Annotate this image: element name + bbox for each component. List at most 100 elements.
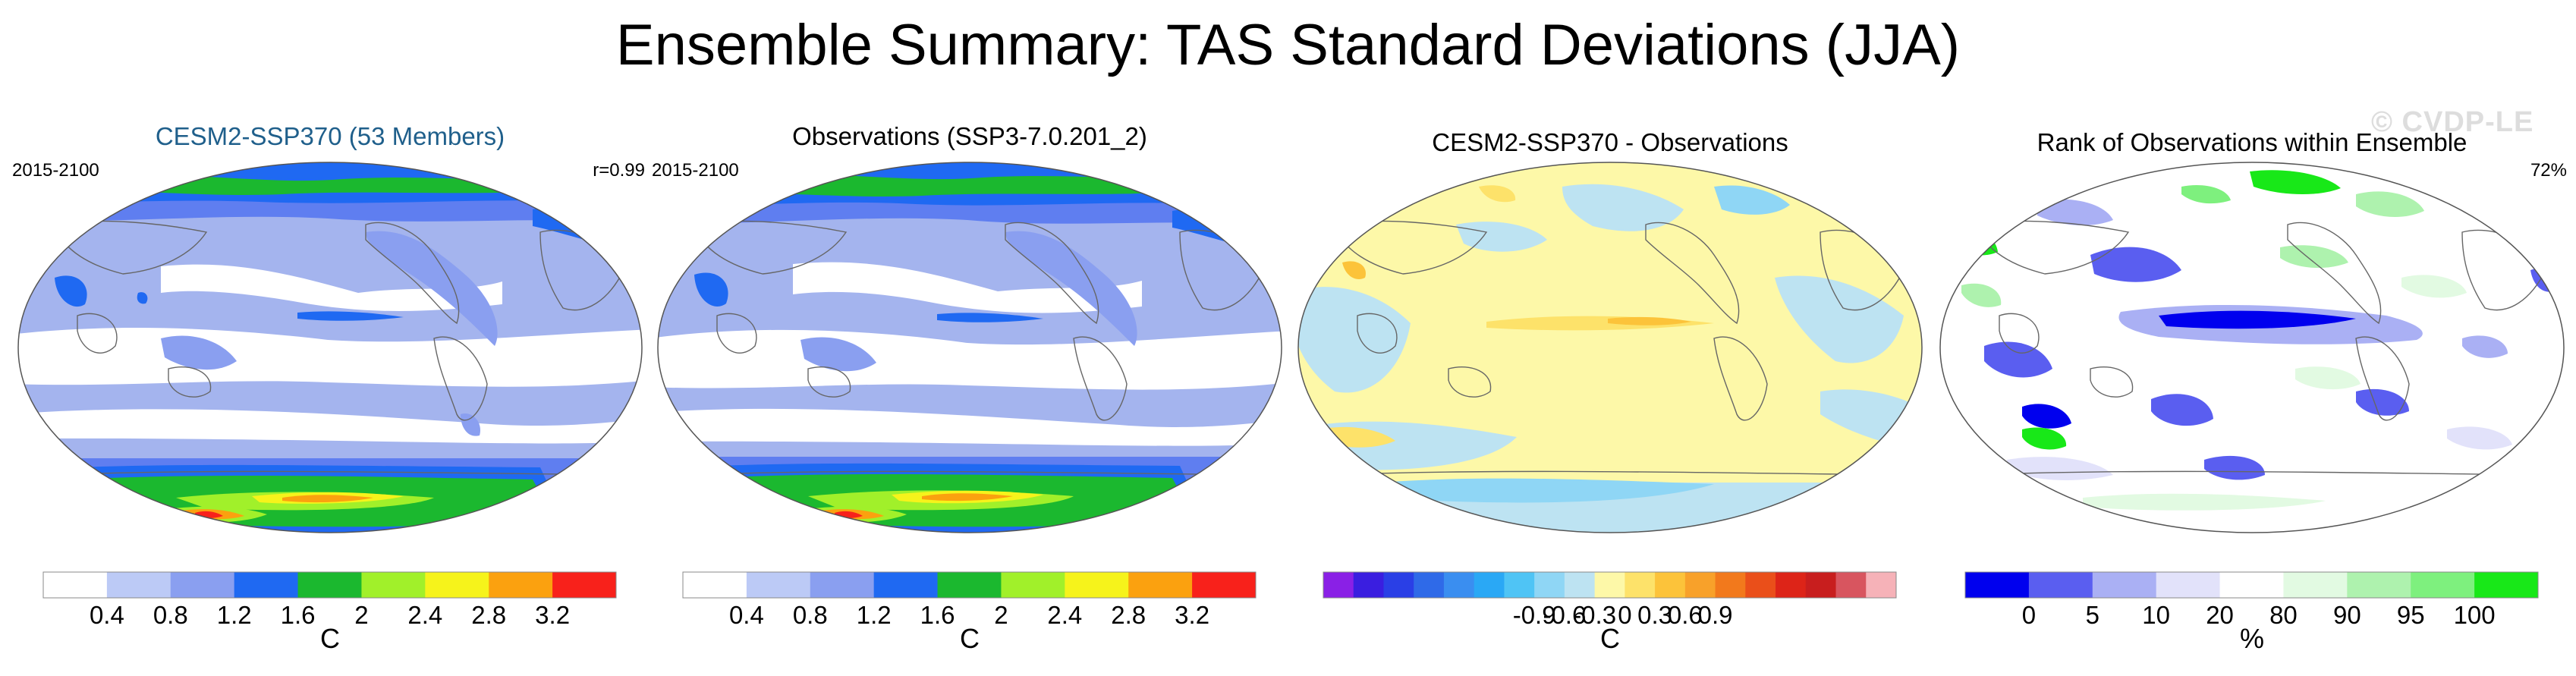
colorbar-swatch [1715, 572, 1746, 598]
colorbar-tick-label: 0.8 [793, 601, 828, 629]
colorbar-frame [1323, 571, 1897, 599]
colorbar-swatch [937, 572, 1002, 598]
colorbar-swatch [1745, 572, 1776, 598]
colorbar-units: C [320, 623, 340, 654]
colorbar-tick-label: 3.2 [535, 601, 570, 629]
colorbar-tick-label: 100 [2454, 601, 2496, 629]
colorbar-swatch [2411, 572, 2475, 598]
panel-title: CESM2-SSP370 - Observations [1432, 128, 1788, 156]
colorbar-tick-label: 2 [994, 601, 1008, 629]
colorbar-tick-label: -0.6 [1543, 601, 1586, 629]
colorbar: 0 5 10 20 80 90 95 100 [1964, 571, 2539, 629]
colorbar-swatch [1504, 572, 1535, 598]
colorbar: 0.4 0.8 1.2 1.6 2 2.4 2.8 3.2 [682, 571, 1257, 629]
colorbar-tick-label: 2.8 [471, 601, 506, 629]
figure-title: Ensemble Summary: TAS Standard Deviation… [615, 13, 1961, 77]
colorbar-frame [682, 571, 1257, 599]
colorbar-tick-label: -0.3 [1573, 601, 1616, 629]
colorbar-swatch [1065, 572, 1129, 598]
colorbar: 0.4 0.8 1.2 1.6 2 2.4 2.8 3.2 [42, 571, 617, 629]
watermark: © CVDP-LE [2371, 106, 2534, 138]
sd-map-cesm2 [17, 162, 643, 533]
colorbar-swatch [1965, 572, 2030, 598]
sd-map-observations [657, 162, 1282, 533]
colorbar-swatch [170, 572, 235, 598]
colorbar-tick-label: 3.2 [1175, 601, 1209, 629]
colorbar-swatch [2156, 572, 2221, 598]
colorbar-swatch [234, 572, 299, 598]
colorbar-swatch [489, 572, 553, 598]
colorbar-swatch [2092, 572, 2157, 598]
correlation-label: r=0.99 [593, 160, 645, 181]
panel-cesm2-ensemble: CESM2-SSP370 (53 Members) 2015-2100 r=0.… [9, 114, 651, 675]
colorbar-swatch [297, 572, 362, 598]
colorbar-swatch [2283, 572, 2348, 598]
colorbar-swatch [1474, 572, 1505, 598]
colorbar-swatch [1534, 572, 1565, 598]
colorbar-units: C [960, 623, 980, 654]
colorbar-tick-label: 90 [2333, 601, 2361, 629]
colorbar-tick-label: 1.6 [920, 601, 955, 629]
colorbar-swatch [1128, 572, 1193, 598]
colorbar-tick-label: 0.6 [1668, 601, 1703, 629]
colorbar-frame [1964, 571, 2539, 599]
colorbar-tick-label: 1.6 [281, 601, 316, 629]
colorbar-swatch [1353, 572, 1384, 598]
difference-map [1297, 162, 1923, 533]
colorbar-frame [42, 571, 617, 599]
colorbar-swatch [810, 572, 875, 598]
colorbar-swatch [683, 572, 747, 598]
coastlines [1334, 220, 1904, 476]
colorbar-swatch [361, 572, 426, 598]
colorbar-swatch [1564, 572, 1596, 598]
colorbar-tick-label: 95 [2397, 601, 2425, 629]
colorbar-swatch [1866, 572, 1897, 598]
colorbar-swatch [1835, 572, 1867, 598]
colorbar-swatch [552, 572, 617, 598]
colorbar-tick-label: 2 [354, 601, 368, 629]
colorbar-tick-label: 1.2 [217, 601, 252, 629]
coastlines [54, 220, 624, 476]
colorbar-swatch [1192, 572, 1257, 598]
colorbar-tick-label: -0.9 [1513, 601, 1556, 629]
colorbar-swatch [106, 572, 171, 598]
colorbar-units: C [1600, 623, 1620, 654]
colorbar: -0.9-0.6-0.3 0 0.30.60.9 [1323, 571, 1897, 629]
panel-rank: Rank of Observations within Ensemble 72% [1931, 114, 2573, 675]
colorbar-tick-label: 0 [2022, 601, 2036, 629]
colorbar-swatch [1001, 572, 1065, 598]
colorbar-swatch [2474, 572, 2539, 598]
colorbar-swatch [746, 572, 811, 598]
period-label: 2015-2100 [652, 160, 739, 181]
panel-title: Rank of Observations within Ensemble [2037, 128, 2467, 156]
colorbar-swatch [2219, 572, 2284, 598]
colorbar-tick-label: 0 [1618, 601, 1631, 629]
colorbar-swatch [2347, 572, 2411, 598]
colorbar-swatch [1443, 572, 1475, 598]
panel-difference: CESM2-SSP370 - Observations [1289, 114, 1931, 675]
colorbar-swatch [1383, 572, 1414, 598]
colorbar-swatch [1805, 572, 1837, 598]
colorbar-swatch [1414, 572, 1445, 598]
colorbar-tick-label: 0.4 [90, 601, 124, 629]
percent-label: 72% [2530, 160, 2567, 181]
coastlines [694, 220, 1264, 476]
colorbar-units: % [2239, 623, 2264, 654]
colorbar-swatch [1684, 572, 1716, 598]
colorbar-tick-label: 2.4 [1047, 601, 1082, 629]
colorbar-tick-label: 5 [2086, 601, 2099, 629]
colorbar-tick-label: 80 [2269, 601, 2298, 629]
panel-title: Observations (SSP3-7.0.201_2) [792, 122, 1147, 150]
colorbar-swatch [873, 572, 939, 598]
period-label: 2015-2100 [12, 160, 99, 181]
colorbar-swatch [2028, 572, 2093, 598]
colorbar-swatch [1323, 572, 1354, 598]
colorbar-tick-label: 0.4 [729, 601, 764, 629]
colorbar-tick-label: 2.4 [407, 601, 442, 629]
panel-title: CESM2-SSP370 (53 Members) [155, 122, 505, 150]
colorbar-tick-label: 10 [2142, 601, 2170, 629]
colorbar-tick-label: 0.9 [1698, 601, 1733, 629]
colorbar-tick-label: 2.8 [1111, 601, 1146, 629]
colorbar-swatch [1625, 572, 1656, 598]
colorbar-tick-label: 0.3 [1637, 601, 1672, 629]
